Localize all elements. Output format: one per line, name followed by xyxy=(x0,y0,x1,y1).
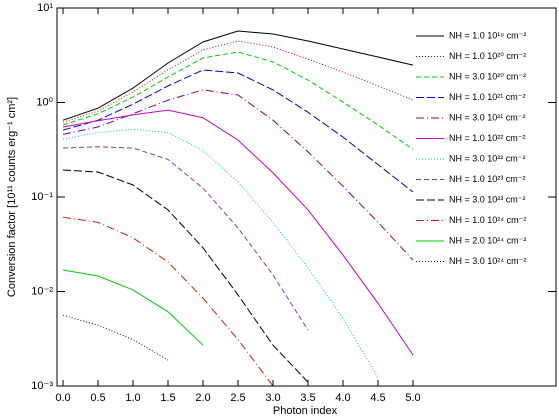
x-tick-label: 4.5 xyxy=(370,392,385,404)
x-axis-label: Photon index xyxy=(273,405,338,417)
series-line xyxy=(62,69,414,193)
series-line xyxy=(62,40,414,123)
legend-entry: NH = 1.0 10²⁴ cm⁻² xyxy=(449,215,526,225)
y-axis-label: Conversion factor [10¹¹ counts erg⁻¹ cm²… xyxy=(6,97,18,297)
legend-entry: NH = 1.0 10¹⁹ cm⁻² xyxy=(449,30,526,40)
legend-entry: NH = 1.0 10²² cm⁻² xyxy=(449,133,526,143)
legend-entry: NH = 3.0 10²⁴ cm⁻² xyxy=(449,256,526,266)
series-line xyxy=(62,89,414,261)
series-line xyxy=(62,169,309,383)
legend-entry: NH = 3.0 10²² cm⁻² xyxy=(449,153,526,163)
legend-entry: NH = 1.0 10²¹ cm⁻² xyxy=(449,92,526,102)
series-line xyxy=(62,128,379,379)
x-tick-label: 4.0 xyxy=(335,392,350,404)
y-tick-label: 10⁻¹ xyxy=(31,191,53,203)
y-tick-label: 10⁰ xyxy=(36,96,53,108)
series-line xyxy=(62,216,274,387)
series-line xyxy=(62,269,204,346)
y-tick-label: 10⁻² xyxy=(31,285,53,297)
legend-entry: NH = 1.0 10²⁰ cm⁻² xyxy=(449,51,526,61)
series-line xyxy=(62,30,414,121)
x-tick-label: 2.0 xyxy=(195,392,210,404)
legend-entry: NH = 3.0 10²⁰ cm⁻² xyxy=(449,71,526,81)
legend-entry: NH = 3.0 10²³ cm⁻² xyxy=(449,194,526,204)
series-line xyxy=(62,51,414,150)
x-tick-label: 0.0 xyxy=(55,392,70,404)
series-line xyxy=(62,109,414,356)
legend-entry: NH = 2.0 10²⁴ cm⁻² xyxy=(449,235,526,245)
x-tick-label: 5.0 xyxy=(405,392,420,404)
x-tick-label: 3.0 xyxy=(265,392,280,404)
legend-entry: NH = 3.0 10²¹ cm⁻² xyxy=(449,112,526,122)
series-line xyxy=(62,314,169,361)
x-tick-label: 3.5 xyxy=(300,392,315,404)
y-tick-label: 10⁻³ xyxy=(31,380,53,392)
x-tick-label: 1.5 xyxy=(160,392,175,404)
y-tick-label: 10¹ xyxy=(37,2,53,14)
x-tick-label: 2.5 xyxy=(230,392,245,404)
series-line xyxy=(62,146,309,331)
legend-entry: NH = 1.0 10²³ cm⁻² xyxy=(449,174,526,184)
x-tick-label: 1.0 xyxy=(125,392,140,404)
x-tick-label: 0.5 xyxy=(90,392,105,404)
